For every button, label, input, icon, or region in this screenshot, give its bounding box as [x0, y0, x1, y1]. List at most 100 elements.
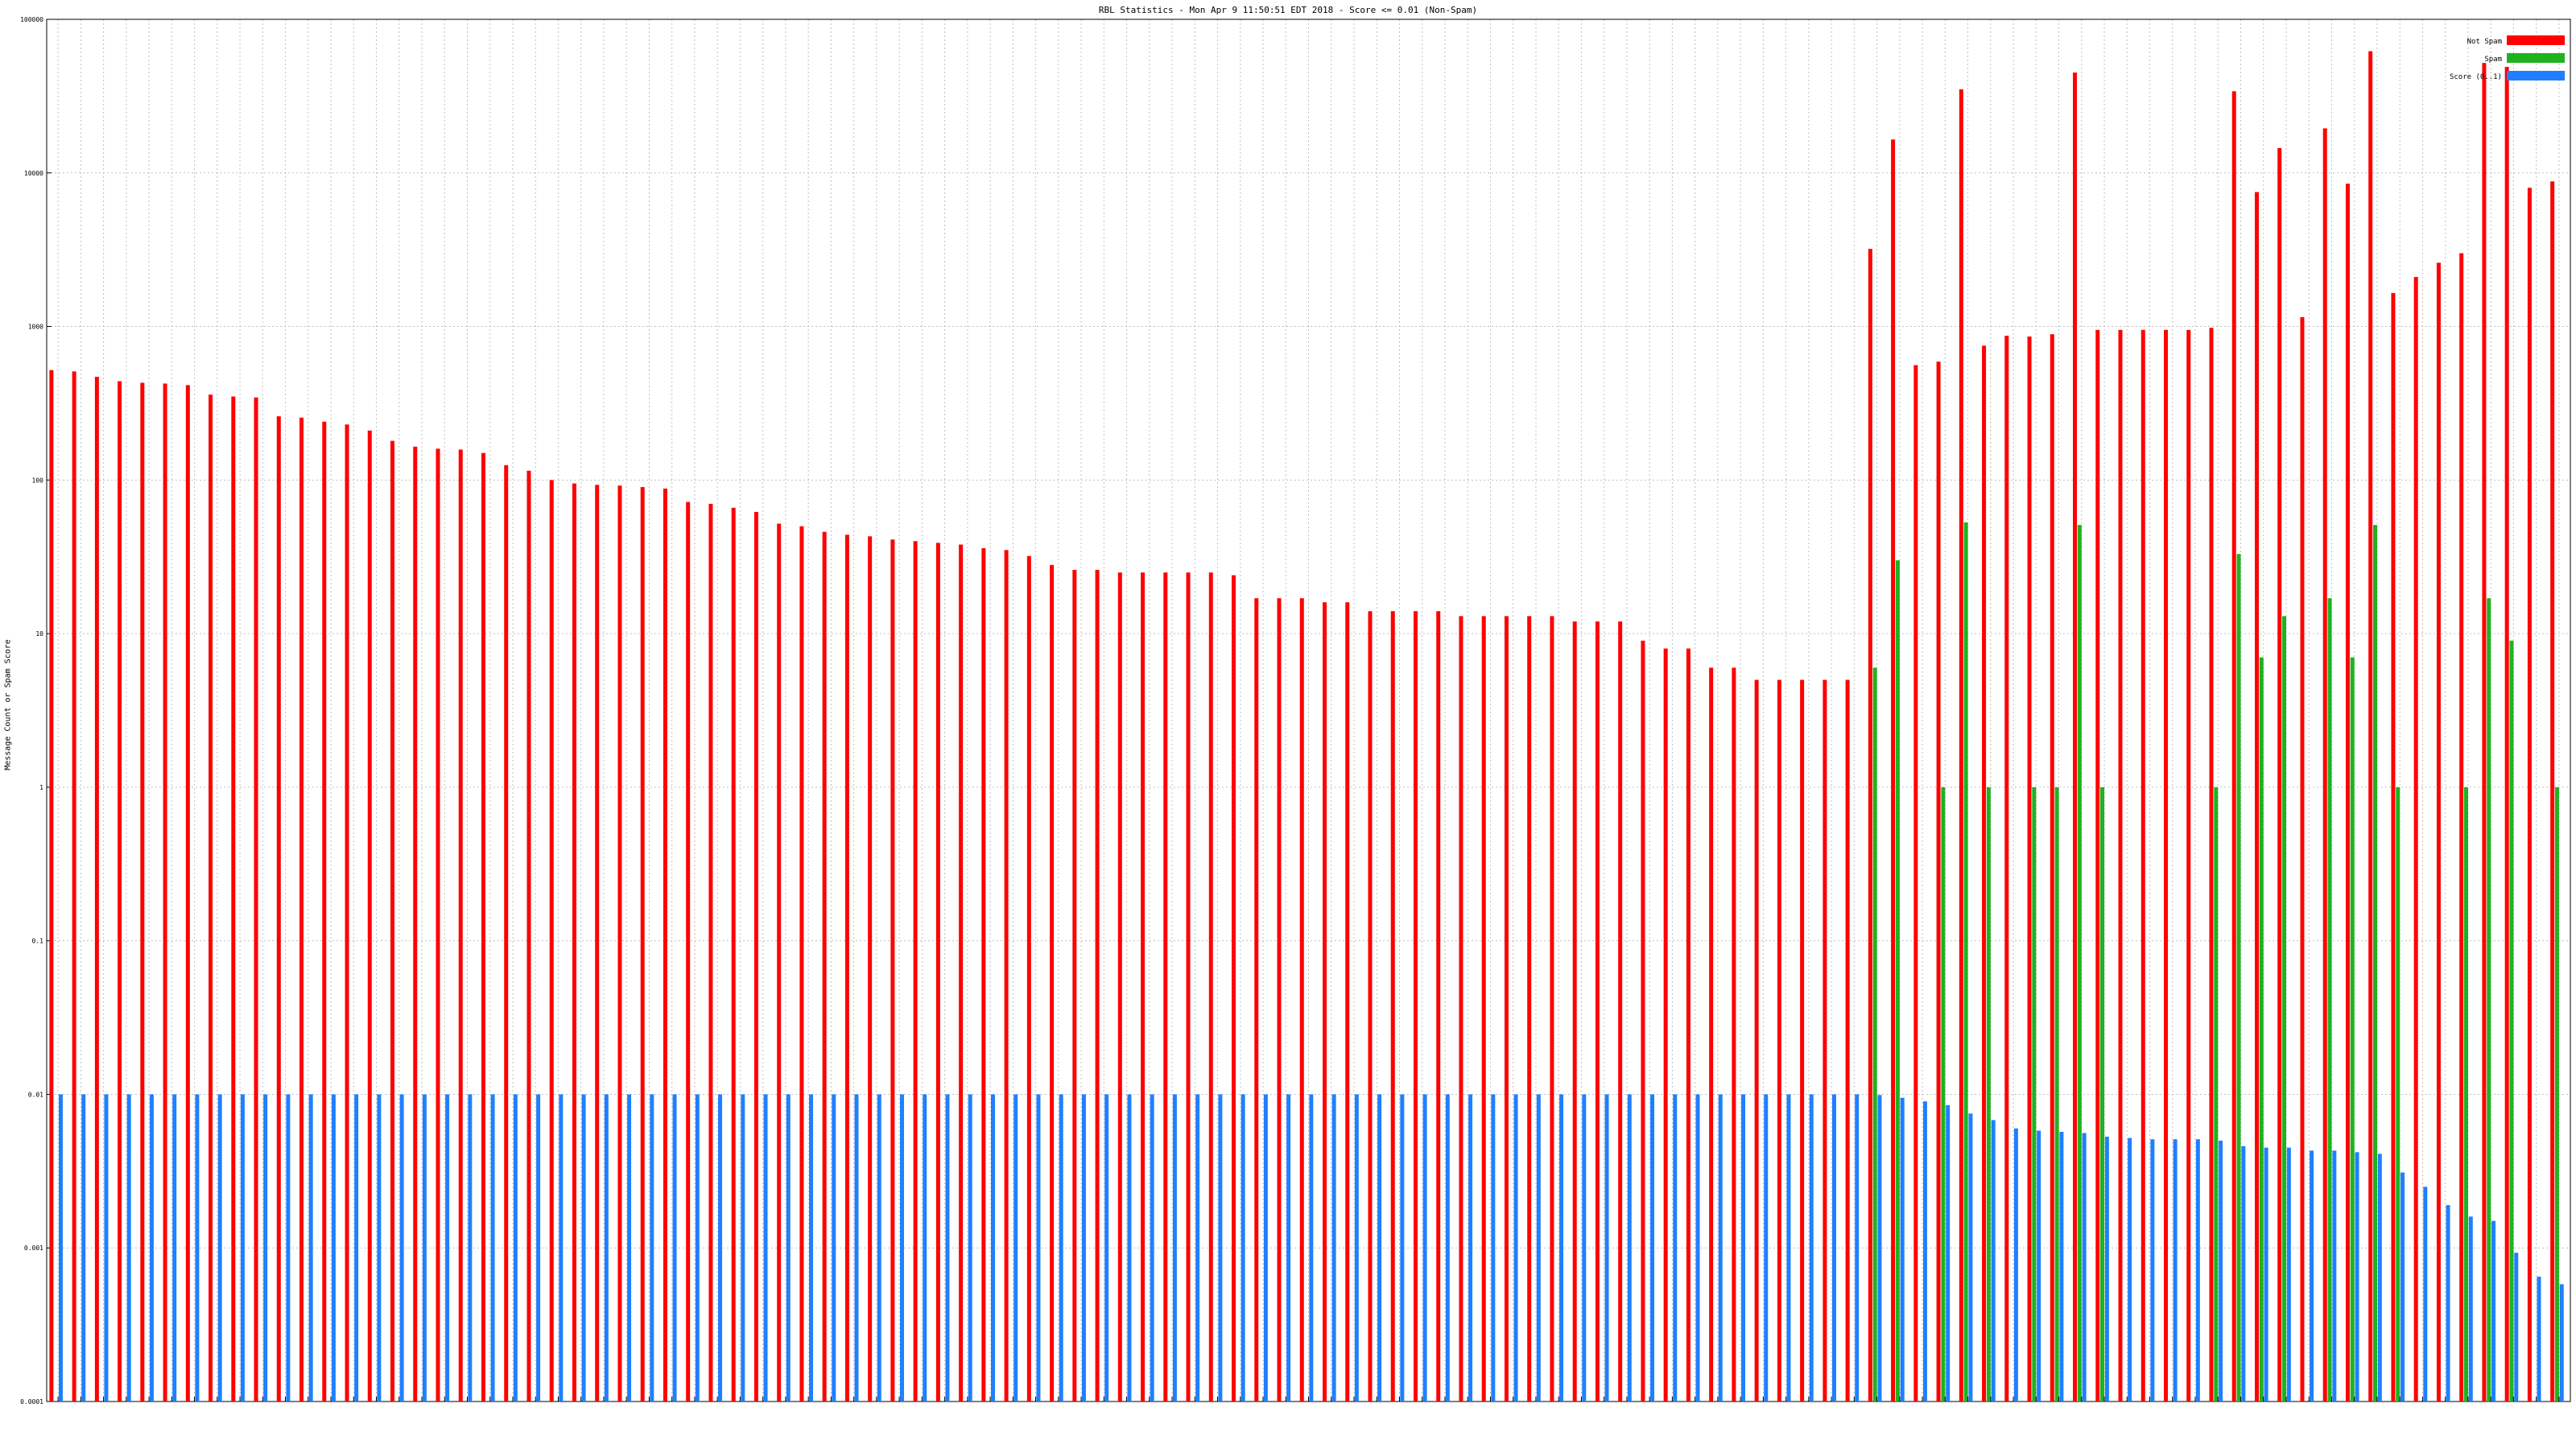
- bar-not-spam: [959, 544, 964, 1402]
- bar-not-spam: [1936, 361, 1941, 1402]
- bar-not-spam: [1413, 611, 1418, 1402]
- bar-score: [286, 1094, 291, 1402]
- bar-not-spam: [413, 446, 418, 1402]
- bar-score: [468, 1094, 473, 1402]
- bar-score: [536, 1094, 541, 1402]
- bar-not-spam: [276, 416, 281, 1402]
- bar-score: [1241, 1094, 1245, 1402]
- bar-score: [627, 1094, 632, 1402]
- bar-not-spam: [2004, 336, 2009, 1402]
- bar-score: [2082, 1133, 2087, 1402]
- bar-not-spam: [868, 536, 873, 1402]
- bar-not-spam: [94, 377, 99, 1402]
- bar-not-spam: [1550, 616, 1554, 1402]
- bar-not-spam: [1913, 365, 1918, 1402]
- bar-not-spam: [617, 485, 622, 1402]
- bar-not-spam: [935, 543, 940, 1402]
- bar-not-spam: [1299, 598, 1304, 1402]
- legend-label: Not Spam: [2467, 38, 2502, 46]
- bar-not-spam: [1595, 621, 1600, 1402]
- bar-score: [1513, 1094, 1518, 1402]
- bar-score: [445, 1094, 450, 1402]
- bar-not-spam: [2322, 128, 2327, 1402]
- bar-not-spam: [2504, 67, 2509, 1402]
- bar-score: [1991, 1120, 1996, 1402]
- bar-not-spam: [72, 371, 76, 1402]
- y-tick-label: 0.001: [24, 1245, 43, 1252]
- bar-not-spam: [1323, 602, 1327, 1402]
- bar-score: [1422, 1094, 1427, 1402]
- bar-score: [81, 1094, 86, 1402]
- bar-score: [990, 1094, 995, 1402]
- bar-spam: [2236, 554, 2241, 1402]
- bar-not-spam: [2050, 334, 2054, 1402]
- bar-score: [2310, 1150, 2314, 1402]
- bar-not-spam: [1277, 598, 1282, 1402]
- bar-score: [172, 1094, 177, 1402]
- legend-swatch: [2507, 71, 2565, 80]
- bar-score: [2423, 1187, 2428, 1402]
- bar-score: [786, 1094, 791, 1402]
- bar-not-spam: [1732, 667, 1736, 1402]
- bar-score: [1559, 1094, 1564, 1402]
- bar-not-spam: [2459, 253, 2464, 1402]
- bar-score: [1309, 1094, 1314, 1402]
- bar-not-spam: [2391, 293, 2396, 1402]
- bar-not-spam: [2300, 316, 2305, 1402]
- bar-score: [2286, 1147, 2291, 1402]
- bar-score: [2104, 1137, 2109, 1402]
- bar-score: [581, 1094, 586, 1402]
- bar-score: [2355, 1152, 2359, 1402]
- bar-score: [308, 1094, 313, 1402]
- bar-score: [104, 1094, 109, 1402]
- bar-not-spam: [2436, 262, 2441, 1402]
- bar-not-spam: [2368, 51, 2373, 1402]
- bar-not-spam: [1891, 139, 1896, 1402]
- bar-not-spam: [1186, 572, 1191, 1402]
- bar-score: [1172, 1094, 1177, 1402]
- bar-spam: [2373, 525, 2377, 1402]
- bar-score: [2264, 1147, 2268, 1402]
- bar-not-spam: [686, 502, 691, 1402]
- bar-not-spam: [1527, 616, 1532, 1402]
- bar-not-spam: [549, 480, 554, 1402]
- bar-spam: [1895, 560, 1900, 1402]
- bar-not-spam: [1345, 602, 1350, 1402]
- bar-score: [490, 1094, 495, 1402]
- bar-not-spam: [208, 394, 213, 1402]
- bar-score: [2037, 1130, 2041, 1402]
- bar-score: [149, 1094, 154, 1402]
- bar-spam: [2282, 616, 2287, 1402]
- bar-score: [2219, 1140, 2223, 1402]
- bar-not-spam: [185, 385, 190, 1402]
- y-tick-label: 1000: [28, 324, 43, 331]
- bar-score: [2013, 1128, 2018, 1402]
- y-tick-label: 0.01: [28, 1091, 43, 1098]
- bar-not-spam: [1141, 572, 1146, 1402]
- bar-score: [968, 1094, 972, 1402]
- bar-not-spam: [1436, 611, 1441, 1402]
- y-tick-label: 1: [39, 784, 43, 791]
- bar-spam: [2509, 640, 2514, 1402]
- bar-score: [1263, 1094, 1268, 1402]
- bar-not-spam: [822, 531, 827, 1402]
- bar-score: [1377, 1094, 1382, 1402]
- y-tick-label: 10000: [24, 170, 43, 177]
- bar-score: [695, 1094, 700, 1402]
- bar-spam: [2100, 786, 2105, 1402]
- bar-not-spam: [299, 417, 304, 1402]
- bar-score: [513, 1094, 518, 1402]
- bar-score: [263, 1094, 268, 1402]
- bar-score: [1150, 1094, 1154, 1402]
- bar-not-spam: [1709, 667, 1714, 1402]
- legend-swatch: [2507, 35, 2565, 45]
- bar-score: [240, 1094, 245, 1402]
- bar-not-spam: [1254, 598, 1259, 1402]
- bar-spam: [2077, 525, 2082, 1402]
- legend-swatch: [2507, 53, 2565, 63]
- bar-not-spam: [663, 488, 667, 1402]
- bar-not-spam: [345, 424, 349, 1402]
- bar-score: [1400, 1094, 1405, 1402]
- bar-not-spam: [1823, 679, 1827, 1402]
